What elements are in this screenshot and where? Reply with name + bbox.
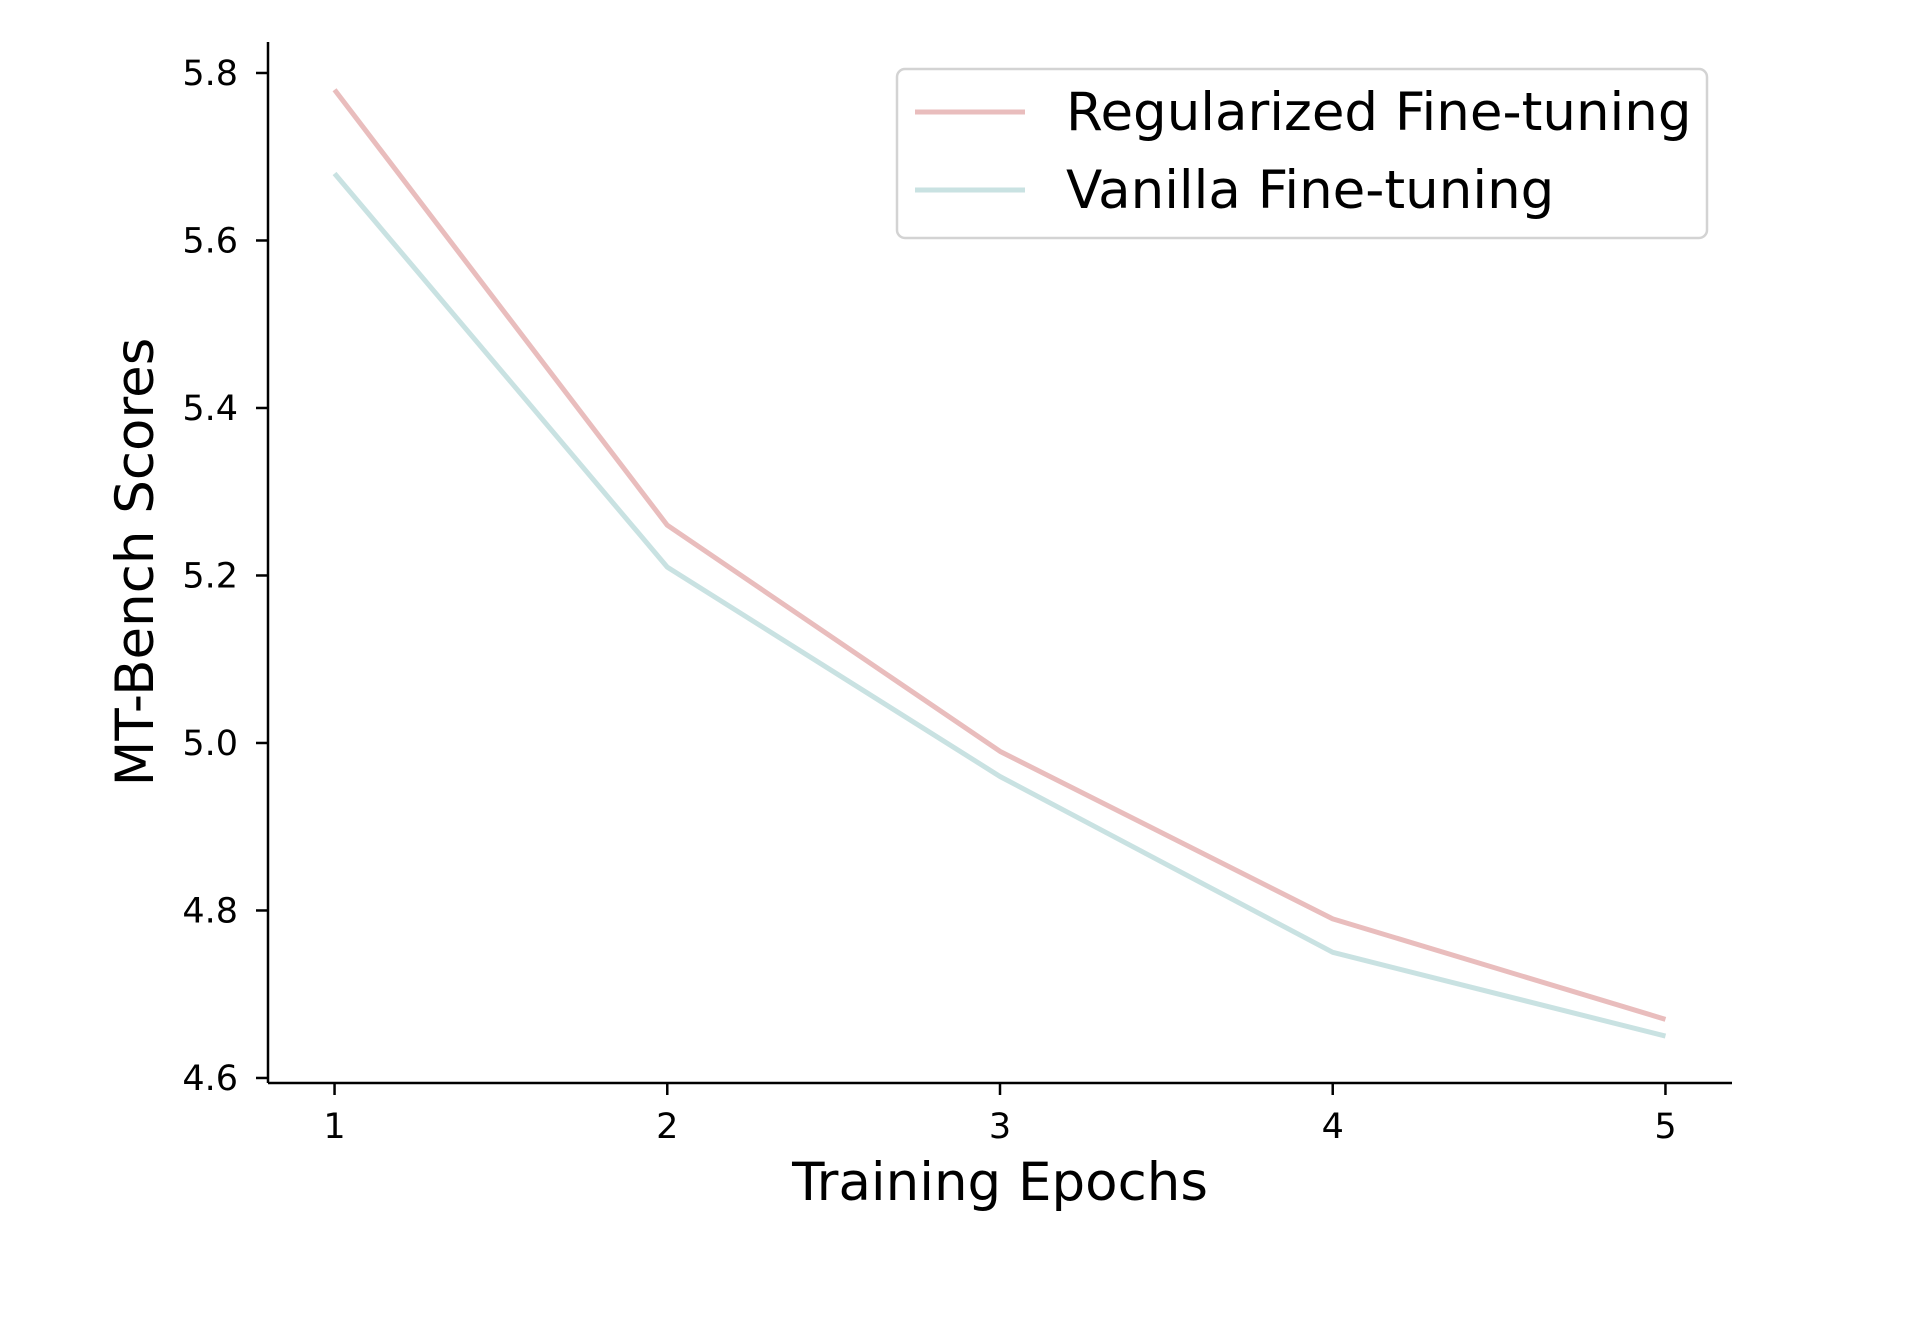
y-tick-label: 5.6	[182, 221, 238, 261]
legend-label-vanilla: Vanilla Fine-tuning	[1066, 160, 1554, 221]
series-layer	[332, 88, 1667, 1039]
y-tick-label: 5.8	[182, 54, 238, 94]
legend-label-regularized: Regularized Fine-tuning	[1066, 82, 1692, 143]
series-line-regularized-fine-tuning	[332, 88, 1667, 1022]
y-tick-label: 4.8	[182, 891, 238, 931]
x-ticks: 1 2 3 4 5	[323, 1083, 1677, 1147]
x-tick-label: 2	[656, 1107, 678, 1147]
x-tick-label: 5	[1654, 1107, 1676, 1147]
y-ticks: 4.6 4.8 5.0 5.2 5.4 5.6 5.8	[182, 54, 268, 1099]
x-axis-title: Training Epochs	[791, 1152, 1208, 1213]
legend-box	[895, 67, 1709, 240]
series-line-vanilla-fine-tuning	[332, 171, 1667, 1039]
x-tick-label: 1	[323, 1107, 345, 1147]
x-tick-label: 4	[1322, 1107, 1344, 1147]
x-tick-label: 3	[989, 1107, 1011, 1147]
y-tick-label: 5.0	[182, 724, 238, 764]
y-tick-label: 5.4	[182, 389, 238, 429]
legend: Regularized Fine-tuning Vanilla Fine-tun…	[895, 67, 1709, 240]
y-axis-title: MT-Bench Scores	[105, 338, 166, 787]
y-tick-label: 5.2	[182, 556, 238, 596]
y-tick-label: 4.6	[182, 1059, 238, 1099]
